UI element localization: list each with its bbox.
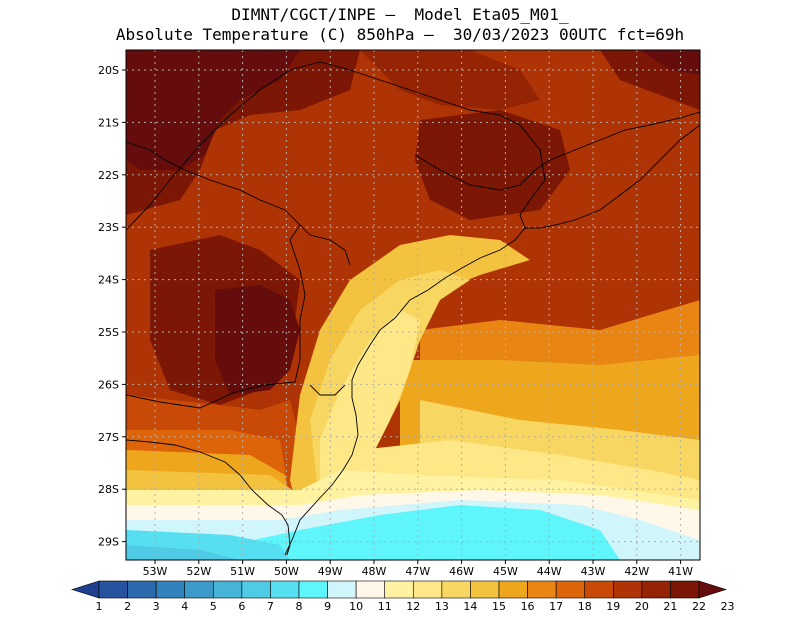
colorbar-label: 7 xyxy=(267,600,274,613)
longitude-labels: 53W 52W 51W 50W 49W 48W 47W 46W 45W 44W 43W 42W 41W xyxy=(143,560,693,578)
colorbar-segment xyxy=(155,580,186,599)
lon-label: 50W xyxy=(274,565,299,578)
lat-label: 26S xyxy=(98,378,119,391)
latitude-labels: 20S 21S 22S 23S 24S 25S 26S 27S 28S 29S xyxy=(98,64,126,549)
lon-label: 52W xyxy=(186,565,211,578)
colorbar-segment xyxy=(241,580,271,599)
colorbar-label: 9 xyxy=(324,600,331,613)
lat-label: 27S xyxy=(98,431,119,444)
colorbar-segment xyxy=(555,580,586,599)
colorbar-label: 2 xyxy=(124,600,131,613)
colorbar-label: 4 xyxy=(181,600,188,613)
colorbar-segment xyxy=(327,580,357,599)
temperature-field xyxy=(126,50,700,560)
lon-label: 45W xyxy=(493,565,518,578)
colorbar-segment xyxy=(584,580,614,599)
lon-label: 43W xyxy=(581,565,606,578)
colorbar-segment xyxy=(498,580,528,599)
colorbar-segment xyxy=(71,580,100,599)
lat-lon-grid xyxy=(126,50,700,560)
lat-label: 28S xyxy=(98,483,119,496)
colorbar-label: 19 xyxy=(606,600,620,613)
lon-label: 41W xyxy=(668,565,693,578)
colorbar-label: 21 xyxy=(663,600,677,613)
colorbar-labels: 1 2 3 4 5 6 7 8 9 10 11 12 13 14 15 16 17 18 19 20 21 22 23 xyxy=(96,600,735,613)
colorbar-segment xyxy=(98,580,128,599)
colorbar-segment xyxy=(355,580,386,599)
colorbar-segment xyxy=(298,580,328,599)
colorbar-label: 13 xyxy=(435,600,449,613)
lat-label: 21S xyxy=(98,116,119,129)
lon-label: 48W xyxy=(362,565,387,578)
colorbar-segment xyxy=(184,580,214,599)
lat-label: 24S xyxy=(98,274,119,287)
colorbar-segment xyxy=(641,580,671,599)
lat-label: 29S xyxy=(98,536,119,549)
colorbar-label: 22 xyxy=(692,600,706,613)
colorbar-label: 6 xyxy=(238,600,245,613)
colorbar-label: 16 xyxy=(521,600,535,613)
colorbar-label: 14 xyxy=(463,600,477,613)
lat-label: 23S xyxy=(98,221,119,234)
colorbar-segment xyxy=(441,580,471,599)
lon-label: 53W xyxy=(143,565,168,578)
lat-label: 20S xyxy=(98,64,119,77)
colorbar-segment xyxy=(698,580,727,599)
colorbar xyxy=(71,580,727,599)
chart-title-line-2: Absolute Temperature (C) 850hPa – 30/03/… xyxy=(115,25,685,44)
lon-label: 51W xyxy=(230,565,255,578)
colorbar-label: 10 xyxy=(349,600,363,613)
colorbar-segment xyxy=(470,580,500,599)
lat-label: 25S xyxy=(98,326,119,339)
colorbar-segment xyxy=(527,580,557,599)
colorbar-label: 3 xyxy=(153,600,160,613)
colorbar-segment xyxy=(212,580,243,599)
colorbar-label: 18 xyxy=(578,600,592,613)
colorbar-label: 12 xyxy=(406,600,420,613)
lon-label: 42W xyxy=(624,565,649,578)
colorbar-label: 5 xyxy=(210,600,217,613)
colorbar-label: 17 xyxy=(549,600,563,613)
colorbar-label: 11 xyxy=(378,600,392,613)
lat-label: 22S xyxy=(98,169,119,182)
colorbar-segment xyxy=(127,580,157,599)
colorbar-segment xyxy=(384,580,414,599)
colorbar-label: 8 xyxy=(296,600,303,613)
colorbar-label: 20 xyxy=(635,600,649,613)
colorbar-segment xyxy=(670,580,700,599)
chart-title-line-1: DIMNT/CGCT/INPE – Model Eta05_M01_ xyxy=(231,5,569,24)
colorbar-label: 23 xyxy=(721,600,735,613)
coastline-borders xyxy=(126,61,700,556)
lon-label: 44W xyxy=(537,565,562,578)
lon-label: 47W xyxy=(405,565,430,578)
colorbar-segment xyxy=(612,580,643,599)
lon-label: 49W xyxy=(318,565,343,578)
colorbar-segment xyxy=(270,580,300,599)
colorbar-label: 15 xyxy=(492,600,506,613)
map-frame xyxy=(125,49,701,561)
colorbar-label: 1 xyxy=(96,600,103,613)
lon-label: 46W xyxy=(449,565,474,578)
colorbar-segment xyxy=(412,580,443,599)
